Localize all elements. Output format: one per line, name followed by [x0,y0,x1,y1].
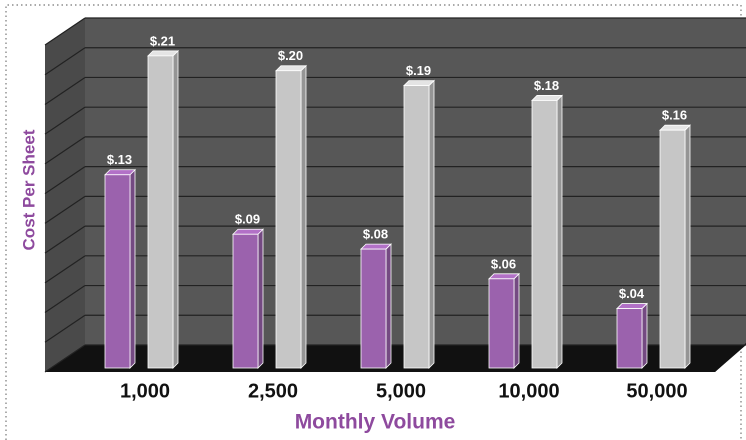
floor [45,345,746,372]
x-axis-label: Monthly Volume [295,411,456,434]
bar-side [684,124,691,369]
bar-top [104,169,136,176]
bar-top [232,228,264,235]
grid-line [44,76,86,105]
bar-top [360,243,392,250]
value-label: $.18 [534,78,559,93]
bar [659,129,686,369]
grid-line [44,344,86,373]
bar [488,278,515,369]
bar-side [556,94,563,369]
value-label: $.13 [107,152,132,167]
value-label: $.04 [619,286,645,301]
grid-line [44,166,86,195]
value-label: $.19 [406,63,431,78]
grid-line [44,17,86,46]
x-tick-label: 5,000 [376,380,426,402]
bar-top [531,95,563,101]
bar-side [385,243,392,369]
bar [360,248,387,369]
grid-line [44,255,86,284]
grid-line [44,136,86,165]
bar [104,174,131,369]
bar-top [275,65,307,72]
bar-side [172,49,179,369]
bar [147,55,174,369]
bar [275,70,302,369]
bar-side [641,302,648,369]
bar-top [659,124,691,131]
bar-side [129,168,136,369]
value-label: $.08 [363,227,388,242]
grid-line [44,47,86,76]
bar-side [428,79,435,369]
x-tick-label: 10,000 [498,380,559,402]
y-axis-label: Cost Per Sheet [19,129,38,250]
x-tick-label: 1,000 [120,380,170,402]
bar-side [513,272,520,369]
bar-side [300,64,307,369]
grid-line [44,314,86,343]
bar [232,233,259,369]
bar-top [488,273,520,280]
grid-line [44,195,86,224]
bar [616,308,643,369]
value-label: $.09 [235,212,260,227]
bar-top [616,303,648,309]
bar [403,85,430,369]
bars: 1,000 $.13 $.21 2,500 $.09 $.20 5,000 $.08 $.19 1… [104,33,691,402]
value-label: $.20 [278,48,303,63]
bar-side [257,228,264,369]
bar-top [147,50,179,57]
grid-line [44,285,86,314]
value-label: $.16 [662,108,687,123]
x-tick-label: 50,000 [626,380,687,402]
value-label: $.06 [491,256,516,271]
side-wall [45,18,85,372]
grid-line [44,225,86,254]
bar-top [403,80,435,86]
bar [531,100,558,369]
grid-line [44,106,86,135]
value-label: $.21 [150,33,175,48]
x-tick-label: 2,500 [248,380,298,402]
